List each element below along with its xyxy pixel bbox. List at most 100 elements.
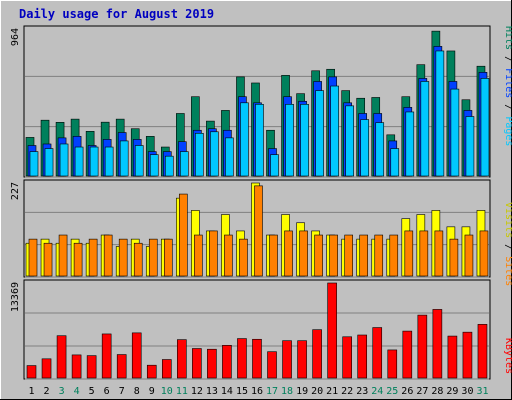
day-label: 31 (476, 386, 488, 397)
day-label: 4 (74, 386, 80, 397)
pages-bar (375, 122, 385, 177)
legend-visits-sites-label: Visits / Sites (503, 202, 512, 286)
kbytes-bar (222, 345, 232, 379)
sites-bar (389, 234, 399, 277)
pages-bar (119, 140, 129, 177)
pages-bar (330, 85, 339, 177)
pages-bar (74, 146, 84, 177)
kbytes-bar (207, 348, 217, 379)
kbytes-bar (462, 331, 473, 379)
pages-bar (225, 137, 234, 177)
sites-bar (254, 185, 263, 277)
day-label: 6 (104, 386, 110, 397)
day-label: 29 (446, 386, 458, 397)
kbytes-bar (86, 355, 97, 379)
panel-2-ymax-label: 227 (10, 182, 21, 200)
sites-bar (269, 234, 278, 277)
panel-kbytes: 13369 KBytes (10, 279, 512, 380)
sites-bar (28, 238, 38, 277)
legend-sep-1: / (503, 50, 512, 68)
panel-3-right-legend: KBytes (503, 338, 512, 374)
kbytes-bar (402, 330, 413, 379)
sites-bar (314, 234, 323, 277)
kbytes-bar (267, 351, 277, 379)
kbytes-bar (26, 365, 37, 379)
pages-bar (29, 151, 39, 177)
legend-visits: Visits (503, 202, 512, 238)
sites-bar (194, 234, 203, 277)
day-label: 23 (356, 386, 368, 397)
day-label: 17 (266, 386, 278, 397)
day-label: 14 (221, 386, 233, 397)
kbytes-bar (177, 339, 187, 379)
pages-bar (134, 145, 144, 177)
sites-bar (329, 234, 338, 277)
sites-bar (88, 238, 98, 277)
panel-3-ymax-label: 13369 (10, 282, 21, 312)
day-label: 16 (251, 386, 263, 397)
pages-bar (180, 151, 189, 177)
pages-bar (465, 116, 475, 177)
sites-bar (209, 230, 218, 277)
sites-bar (419, 230, 429, 277)
sites-bar (224, 234, 233, 277)
kbytes-bar (432, 309, 443, 379)
legend-sep-3: / (503, 238, 512, 256)
day-label: 11 (176, 386, 188, 397)
sites-bar (148, 238, 158, 277)
sites-bar (133, 242, 143, 277)
day-label: 5 (89, 386, 95, 397)
pages-bar (255, 104, 264, 177)
day-label: 30 (461, 386, 473, 397)
sites-bar (179, 193, 188, 277)
kbytes-bar (372, 327, 383, 379)
day-label: 25 (386, 386, 398, 397)
day-label: 7 (119, 386, 125, 397)
day-label: 22 (341, 386, 353, 397)
panel-visits-sites: 227 Visits / Sites (10, 179, 512, 286)
kbytes-bar (192, 348, 202, 379)
sites-bar (103, 234, 113, 277)
pages-bar (270, 154, 279, 177)
legend-sites: Sites (503, 256, 512, 286)
day-label: 2 (44, 386, 50, 397)
pages-bar (195, 133, 204, 177)
day-label: 10 (161, 386, 173, 397)
sites-bar (73, 242, 83, 277)
day-label: 28 (431, 386, 443, 397)
kbytes-bar (477, 324, 488, 379)
day-label: 24 (371, 386, 383, 397)
day-label: 8 (134, 386, 140, 397)
legend-sep-2: / (503, 98, 512, 116)
chart-title: Daily usage for August 2019 (19, 7, 214, 21)
sites-bar (464, 234, 474, 277)
panel-1-ymax-label: 964 (10, 28, 21, 46)
pages-bar (315, 90, 324, 177)
pages-bar (240, 102, 249, 177)
sites-bar (239, 238, 248, 277)
panel-1-bars (25, 30, 490, 177)
kbytes-bar (342, 336, 352, 379)
day-label: 27 (416, 386, 428, 397)
pages-bar (44, 148, 54, 177)
panel-hits-files-pages: 964 Hits / Files / Pages (10, 25, 512, 178)
x-axis-day-labels: 1 2 3 4 5 6 7 8 9 10 11 12 13 14 15 16 17 18 19 20 21 22 23 24 2… (29, 386, 489, 397)
kbytes-bar (116, 354, 127, 379)
day-label: 26 (401, 386, 413, 397)
sites-bar (404, 230, 414, 277)
kbytes-bar (282, 340, 292, 379)
sites-bar (449, 238, 459, 277)
kbytes-bar (131, 332, 142, 379)
pages-bar (360, 119, 370, 177)
day-label: 15 (236, 386, 248, 397)
kbytes-bar (417, 314, 428, 379)
kbytes-bar (252, 338, 262, 379)
day-label: 12 (191, 386, 203, 397)
day-label: 20 (311, 386, 323, 397)
sites-bar (163, 238, 173, 277)
pages-bar (390, 148, 400, 177)
pages-bar (345, 105, 354, 177)
pages-bar (405, 111, 415, 177)
legend-pages-label: Hits / Files / Pages (503, 26, 512, 146)
